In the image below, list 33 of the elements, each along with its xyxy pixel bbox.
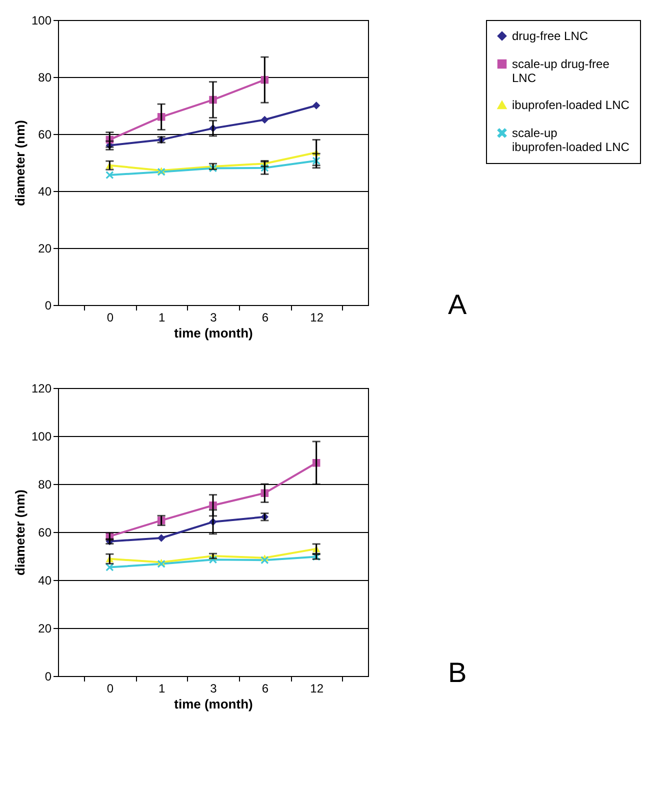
x-tick-label: 1 [158, 310, 166, 324]
y-tick-label: 0 [44, 670, 52, 684]
y-tick-label: 80 [38, 70, 52, 84]
y-tick-label: 60 [38, 526, 52, 540]
y-tick-label: 80 [38, 478, 52, 492]
x-tick-label: 3 [210, 310, 218, 324]
x-tick-label: 6 [262, 682, 269, 696]
text: A [448, 289, 467, 320]
y-tick-label: 120 [31, 382, 52, 396]
y-axis-title: diameter (nm) [12, 120, 28, 206]
x-axis-title: time (month) [174, 326, 253, 340]
y-tick-label: 0 [44, 298, 52, 312]
legend-label: scale-up ibuprofen-loaded LNC [512, 126, 630, 154]
y-tick-label: 40 [38, 184, 52, 198]
y-tick-label: 100 [31, 14, 52, 28]
y-tick-label: 40 [38, 574, 52, 588]
y-tick-label: 20 [38, 242, 52, 256]
x-tick-label: 0 [106, 682, 114, 696]
legend-label: scale-up drug-free LNC [512, 57, 610, 85]
x-tick-label: 6 [262, 310, 269, 324]
x-axis-title: time (month) [174, 696, 253, 712]
y-tick-label: 60 [38, 128, 52, 142]
text: B [448, 657, 467, 688]
legend-label: ibuprofen-loaded LNC [512, 98, 630, 112]
y-axis-title: diameter (nm) [12, 490, 28, 576]
x-tick-label: 3 [210, 682, 218, 696]
y-tick-label: 20 [38, 622, 52, 636]
legend-label: drug-free LNC [512, 29, 588, 43]
x-tick-label: 0 [106, 310, 114, 324]
y-tick-label: 100 [31, 430, 52, 444]
x-tick-label: 12 [310, 682, 324, 696]
x-tick-label: 1 [158, 682, 166, 696]
x-tick-label: 12 [310, 310, 324, 324]
